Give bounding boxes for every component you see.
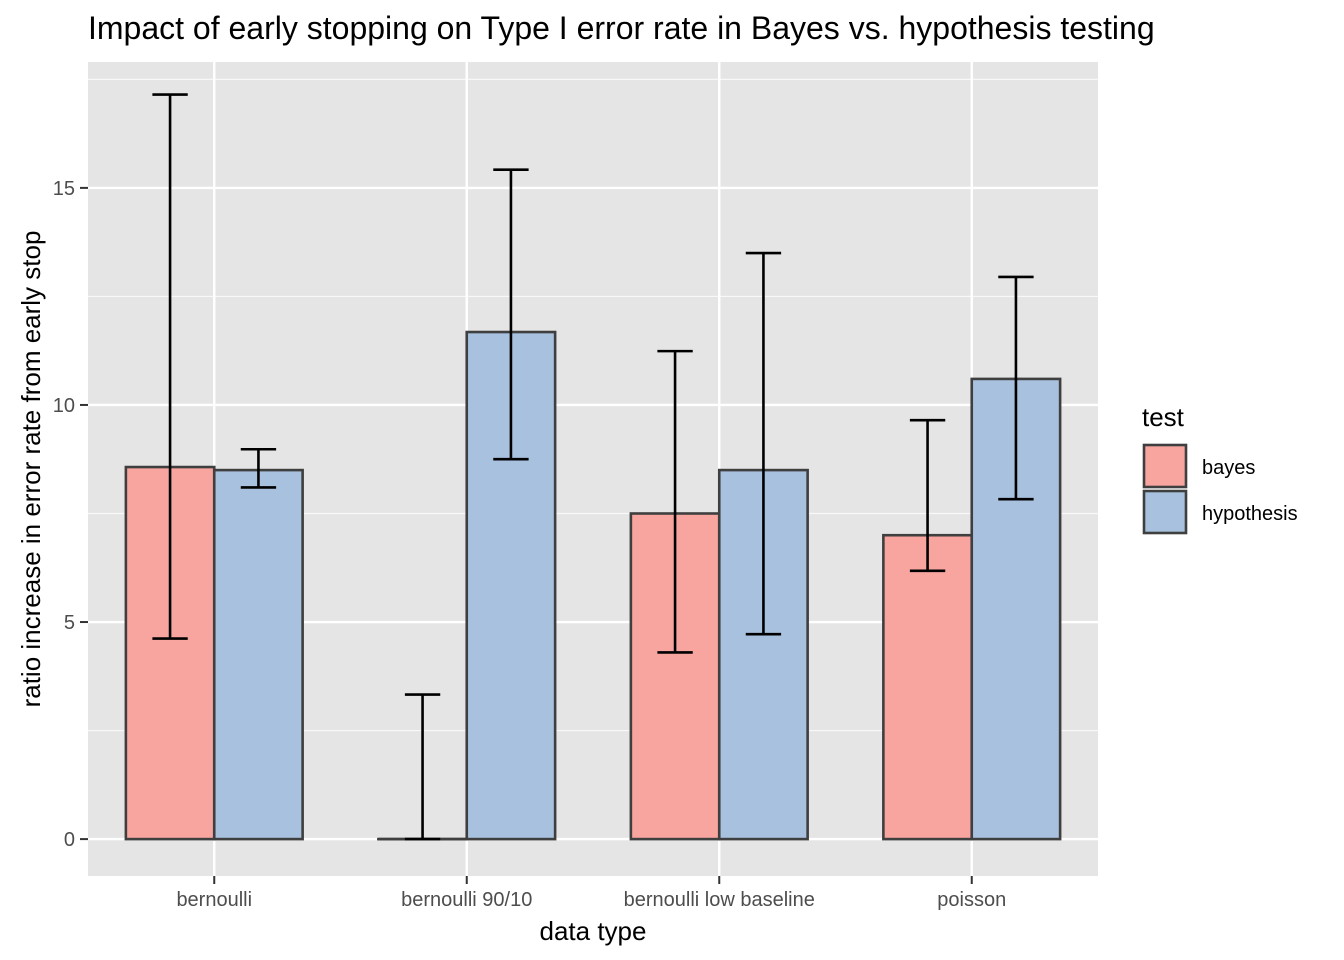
legend-key-bayes: [1142, 443, 1188, 489]
y-axis-title: ratio increase in error rate from early …: [16, 231, 46, 708]
y-tick-label: 10: [53, 395, 75, 417]
legend: test bayes hypothesis: [1142, 402, 1298, 535]
x-tick-label: poisson: [937, 889, 1006, 911]
legend-label-hypothesis: hypothesis: [1202, 503, 1298, 525]
bar-bayes: [882, 533, 974, 841]
bar-hypothesis: [212, 468, 304, 841]
axes: 0 5 10 15 bernoulli bernoulli 90/10 bernoulli …: [53, 178, 1006, 911]
legend-label-bayes: bayes: [1202, 457, 1255, 479]
x-tick-label: bernoulli 90/10: [401, 889, 532, 911]
y-tick-label: 15: [53, 178, 75, 200]
legend-key-hypothesis: [1142, 489, 1188, 535]
legend-title: test: [1142, 402, 1185, 432]
x-tick-label: bernoulli low baseline: [624, 889, 815, 911]
y-tick-label: 5: [64, 612, 75, 634]
y-tick-label: 0: [64, 829, 75, 851]
x-axis-title: data type: [540, 916, 647, 946]
chart-title: Impact of early stopping on Type I error…: [88, 10, 1155, 46]
x-tick-label: bernoulli: [176, 889, 252, 911]
error-bars: [152, 93, 1034, 841]
